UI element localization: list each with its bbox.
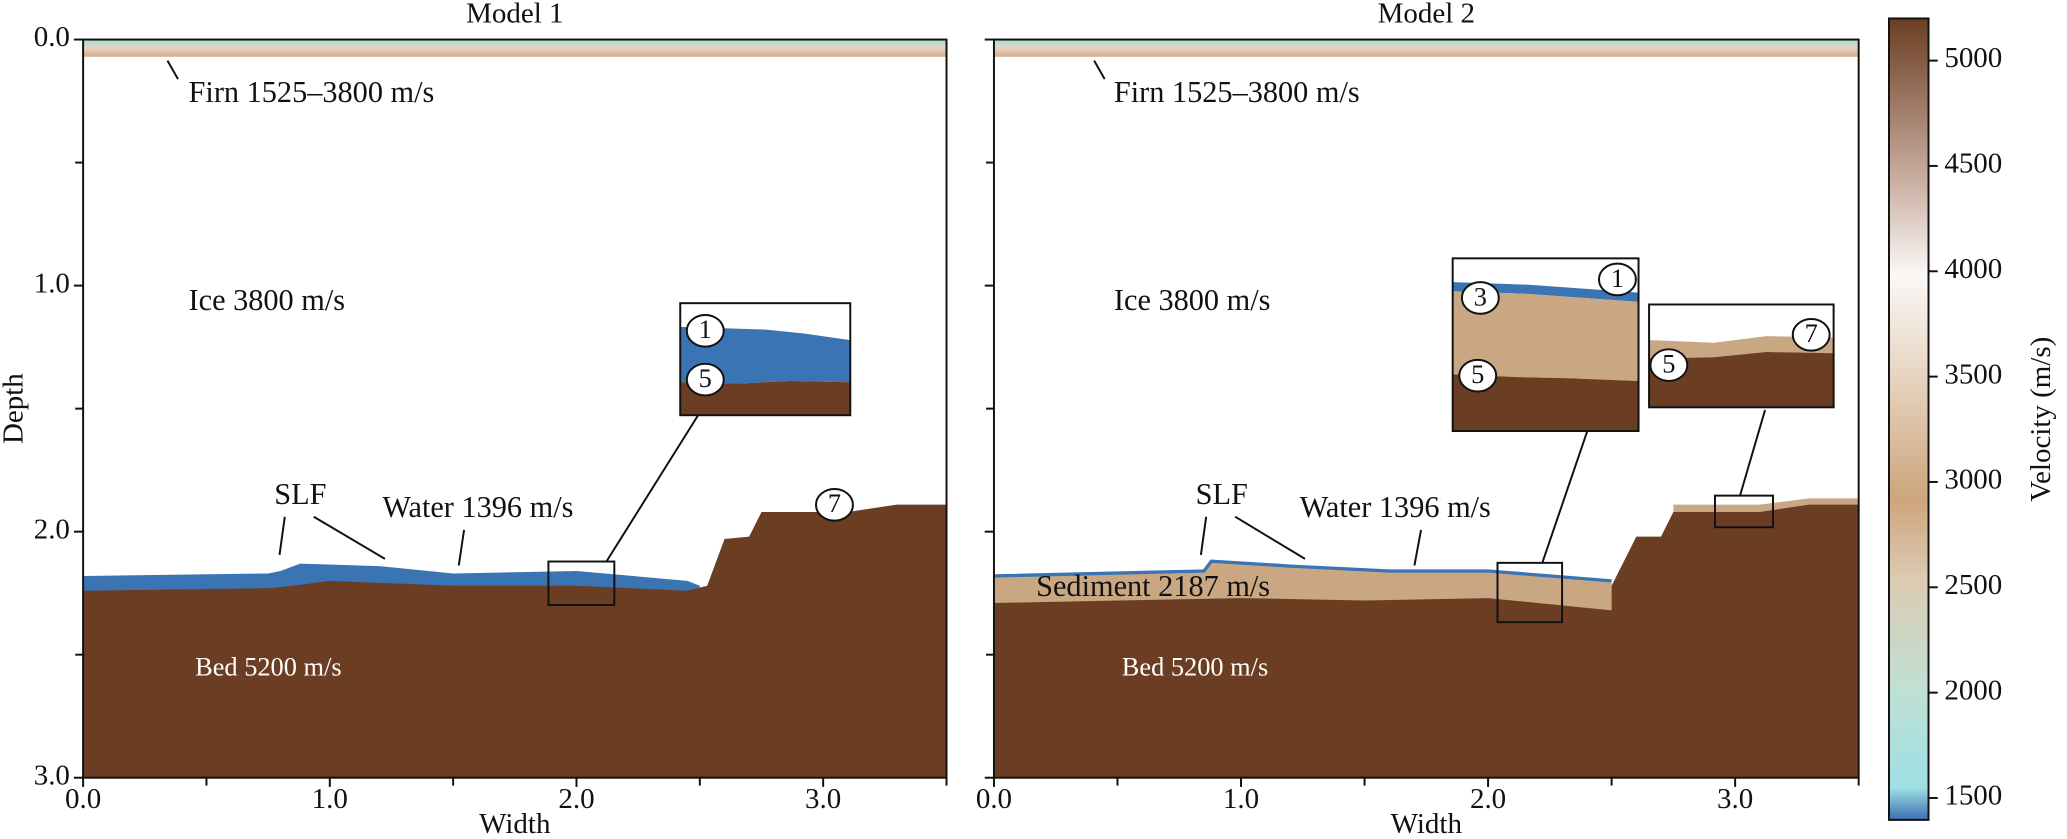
colorbar-tick-label: 4500 xyxy=(1944,148,2002,180)
annotation: Bed 5200 m/s xyxy=(1122,653,1268,682)
marker-label: 3 xyxy=(1474,282,1487,311)
firn-layer xyxy=(993,39,1859,57)
colorbar-tick-label: 2500 xyxy=(1944,569,2002,601)
arrow xyxy=(1199,516,1208,556)
annotation: Ice 3800 m/s xyxy=(189,283,346,317)
y-axis-label: Depth xyxy=(0,373,30,444)
marker-label: 5 xyxy=(699,364,712,393)
colorbar-tick-label: 4000 xyxy=(1944,253,2002,285)
annotation: SLF xyxy=(274,477,326,511)
x-tick-label: 3.0 xyxy=(1717,783,1753,815)
annotation: Ice 3800 m/s xyxy=(1114,283,1271,317)
layer-edge xyxy=(993,559,1612,583)
arrow xyxy=(1093,60,1106,80)
colorbar: 1500 2000 2500 3000 3500 4000 4500 5000 Velocity… xyxy=(1887,17,2057,821)
x-tick-label: 2.0 xyxy=(558,783,594,815)
arrow xyxy=(166,60,179,80)
arrow xyxy=(457,529,466,566)
x-axis-label: Width xyxy=(479,808,551,839)
arrow xyxy=(1234,515,1306,560)
colorbar-label: Velocity (m/s) xyxy=(2025,337,2057,502)
y-tick-label: 3.0 xyxy=(34,759,70,791)
arrow xyxy=(1739,409,1767,496)
x-tick-label: 1.0 xyxy=(1223,783,1259,815)
panel-title: Model 1 xyxy=(466,0,563,29)
annotation: Firn 1525–3800 m/s xyxy=(189,75,435,109)
y-tick-label: 0.0 xyxy=(34,21,70,53)
annotation: Water 1396 m/s xyxy=(382,490,573,524)
colorbar-tick-label: 1500 xyxy=(1944,780,2002,812)
marker-label: 5 xyxy=(1662,349,1675,378)
x-axis-label: Width xyxy=(1391,808,1463,839)
layer xyxy=(993,504,1859,778)
colorbar-tick-label: 3000 xyxy=(1944,464,2002,496)
x-tick-label: 0.0 xyxy=(976,783,1012,815)
zoom-box xyxy=(547,560,616,607)
annotations xyxy=(166,60,1835,624)
zoom-box xyxy=(1713,494,1774,529)
colorbar-tick-label: 3500 xyxy=(1944,358,2002,390)
colorbar-tick-label: 2000 xyxy=(1944,674,2002,706)
marker-label: 5 xyxy=(1471,360,1484,389)
annotation: Water 1396 m/s xyxy=(1300,490,1491,524)
x-tick-label: 0.0 xyxy=(65,783,101,815)
panel: 0.0 1.0 2.0 3.0 Model 2 Width xyxy=(976,0,1860,839)
arrow xyxy=(313,515,386,560)
annotation: Bed 5200 m/s xyxy=(195,653,341,682)
panel-title: Model 2 xyxy=(1378,0,1475,29)
annotation: SLF xyxy=(1196,477,1248,511)
annotation: Firn 1525–3800 m/s xyxy=(1114,75,1360,109)
marker-label: 7 xyxy=(1805,319,1818,348)
marker-label: 7 xyxy=(828,489,841,518)
layer xyxy=(83,504,947,778)
zoom-box xyxy=(1496,561,1564,624)
y-tick-label: 2.0 xyxy=(34,513,70,545)
marker-label: 1 xyxy=(1611,264,1624,293)
labels: Firn 1525–3800 m/s Ice 3800 m/s SLF Wate… xyxy=(189,75,1818,682)
x-tick-label: 2.0 xyxy=(1470,783,1506,815)
marker-label: 1 xyxy=(699,315,712,344)
x-tick-label: 3.0 xyxy=(805,783,841,815)
y-tick-label: 1.0 xyxy=(34,267,70,299)
annotation: Sediment 2187 m/s xyxy=(1036,569,1270,603)
colorbar-tick-label: 5000 xyxy=(1944,42,2002,74)
firn-layer xyxy=(83,39,947,57)
marker-circles xyxy=(685,262,1831,522)
arrow xyxy=(1413,529,1423,566)
arrow xyxy=(278,516,286,556)
colorbar-fill xyxy=(1887,17,1930,821)
x-tick-label: 1.0 xyxy=(312,783,348,815)
